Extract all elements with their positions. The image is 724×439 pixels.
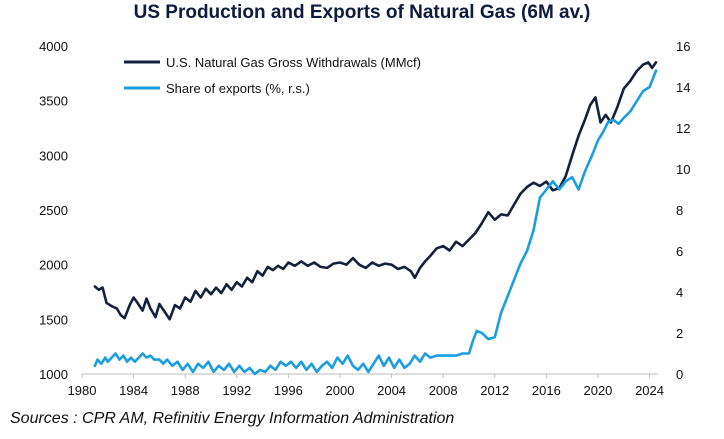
- y-axis-right: 0 2 4 6 8 10 12 14 16: [676, 39, 690, 382]
- y-left-tick-label: 1000: [39, 367, 68, 382]
- x-tick-label: 1984: [119, 383, 148, 398]
- legend-label-withdrawals: U.S. Natural Gas Gross Withdrawals (MMcf…: [166, 55, 421, 70]
- y-left-tick-label: 2000: [39, 258, 68, 273]
- y-left-tick-label: 1500: [39, 312, 68, 327]
- x-tick-label: 2012: [480, 383, 509, 398]
- x-axis: 1980 1984 1988 1992 1996 2000 2004 2008 2012 2016…: [68, 373, 664, 398]
- x-tick-label: 2020: [583, 383, 612, 398]
- y-left-tick-label: 4000: [39, 39, 68, 54]
- chart-title: US Production and Exports of Natural Gas…: [133, 2, 591, 23]
- x-tick-label: 2024: [635, 383, 664, 398]
- legend: U.S. Natural Gas Gross Withdrawals (MMcf…: [124, 55, 421, 96]
- y-right-tick-label: 12: [676, 121, 690, 136]
- y-right-tick-label: 8: [676, 203, 683, 218]
- y-right-tick-label: 14: [676, 80, 690, 95]
- x-tick-label: 1992: [222, 383, 251, 398]
- y-right-tick-label: 6: [676, 244, 683, 259]
- x-tick-label: 2008: [429, 383, 458, 398]
- y-right-tick-label: 16: [676, 39, 690, 54]
- y-right-tick-label: 0: [676, 367, 683, 382]
- series-lines: [93, 61, 658, 376]
- series-line-withdrawals: [93, 61, 658, 321]
- x-tick-label: 1980: [68, 383, 97, 398]
- source-note: Sources : CPR AM, Refinitiv Energy Infor…: [10, 410, 455, 427]
- series-line-exports: [93, 69, 658, 376]
- x-tick-label: 2000: [326, 383, 355, 398]
- x-tick-label: 1988: [171, 383, 200, 398]
- legend-label-exports: Share of exports (%, r.s.): [166, 81, 310, 96]
- y-left-tick-label: 3000: [39, 148, 68, 163]
- y-left-tick-label: 2500: [39, 203, 68, 218]
- y-right-tick-label: 10: [676, 162, 690, 177]
- x-tick-label: 1996: [274, 383, 303, 398]
- y-left-tick-label: 3500: [39, 94, 68, 109]
- x-tick-label: 2004: [377, 383, 406, 398]
- y-axis-left: 1000 1500 2000 2500 3000 3500 4000: [39, 39, 68, 382]
- x-tick-label: 2016: [532, 383, 561, 398]
- y-right-tick-label: 2: [676, 326, 683, 341]
- y-right-tick-label: 4: [676, 285, 683, 300]
